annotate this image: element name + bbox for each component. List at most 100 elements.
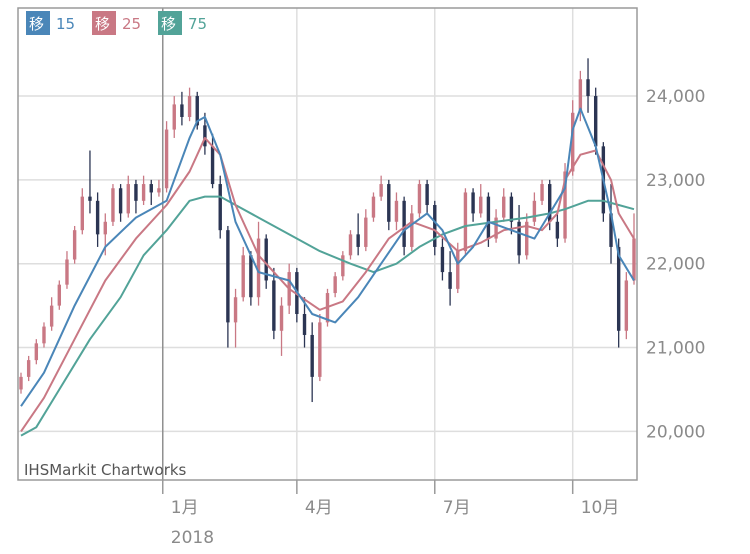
chart-watermark: IHSMarkit Chartworks (24, 461, 187, 479)
candle-body (149, 184, 153, 193)
candle-body (318, 322, 322, 377)
y-tick-label: 21,000 (646, 339, 705, 359)
candle-body (456, 251, 460, 289)
candle-body (371, 196, 376, 218)
candle-body (95, 200, 100, 235)
y-tick-label: 23,000 (646, 171, 705, 191)
candle-body (279, 305, 284, 331)
legend: 移 15 移 25 移 75 (26, 11, 207, 35)
y-axis-labels: 20,000 21,000 22,000 23,000 24,000 (646, 87, 705, 442)
moving-average-lines (20, 107, 635, 437)
candle-body (233, 297, 238, 323)
y-tick-label: 22,000 (646, 255, 705, 275)
x-year-label: 2018 (171, 528, 214, 548)
candle-body (402, 200, 406, 247)
candle-body (509, 196, 514, 222)
ma15-line (20, 107, 635, 407)
x-tick-label: 7月 (443, 498, 471, 518)
candle-body (593, 96, 598, 147)
candle-body (203, 125, 207, 147)
candle-body (440, 246, 445, 273)
candle-body (433, 205, 437, 247)
candle-body (425, 184, 429, 206)
candle-body (479, 196, 483, 214)
candle-body (571, 112, 575, 172)
candle-body (218, 184, 222, 231)
candle-body (210, 146, 215, 185)
candle-body (578, 79, 583, 113)
candlestick-series (19, 58, 636, 403)
grid-lines (18, 8, 637, 494)
candle-body (379, 184, 383, 197)
candle-body (387, 184, 391, 222)
candle-body (502, 196, 506, 218)
candle-body (616, 246, 621, 331)
candle-body (624, 280, 629, 331)
y-tick-label: 20,000 (646, 422, 705, 442)
legend-swatch (158, 11, 182, 35)
candle-body (486, 196, 491, 239)
candle-body (126, 184, 130, 214)
candle-body (310, 334, 314, 377)
x-axis-labels: 1月 2018 4月 7月 10月 (171, 498, 620, 548)
x-tick-label: 1月 (171, 498, 199, 518)
candle-body (272, 280, 276, 331)
candle-body (341, 255, 345, 277)
candle-body (249, 255, 253, 298)
candle-body (264, 238, 268, 281)
candle-body (164, 129, 169, 189)
candle-body (80, 196, 84, 231)
candle-body (555, 221, 560, 239)
candle-body (356, 234, 360, 247)
legend-value: 15 (56, 15, 75, 33)
legend-value: 75 (188, 15, 207, 33)
legend-tag: 移 (95, 15, 110, 33)
candle-body (348, 234, 353, 256)
candle-body (548, 184, 552, 222)
candle-body (180, 104, 184, 117)
candle-body (72, 230, 77, 260)
candle-body (394, 200, 399, 222)
candle-body (187, 96, 192, 117)
candle-body (463, 192, 468, 252)
legend-swatch (92, 11, 116, 35)
plot-border (17, 7, 638, 481)
candle-body (517, 221, 521, 256)
candle-body (42, 326, 46, 344)
candle-body (364, 217, 368, 247)
candle-body (609, 213, 613, 247)
candle-body (157, 188, 161, 193)
legend-tag: 移 (29, 15, 44, 33)
candle-body (118, 188, 123, 214)
candle-body (410, 213, 414, 247)
candle-body (111, 188, 115, 222)
candle-body (26, 360, 31, 377)
candle-body (65, 259, 69, 285)
candle-body (241, 255, 245, 298)
candle-body (49, 305, 54, 327)
candle-body (141, 184, 146, 201)
plot-frame (17, 7, 638, 481)
legend-swatch (26, 11, 50, 35)
candle-body (57, 284, 62, 306)
candle-body (563, 171, 567, 239)
candle-body (172, 104, 176, 130)
candle-body (632, 238, 636, 281)
candle-body (256, 238, 261, 298)
candle-body (134, 184, 138, 201)
legend-value: 25 (122, 15, 141, 33)
y-tick-label: 24,000 (646, 87, 705, 107)
candle-body (448, 272, 452, 289)
candle-body (333, 276, 337, 294)
x-tick-label: 10月 (581, 498, 620, 518)
candle-body (103, 221, 107, 235)
candle-body (195, 96, 199, 126)
candle-body (540, 184, 544, 201)
candle-body (494, 217, 498, 239)
candle-body (34, 343, 39, 361)
candle-body (88, 196, 92, 201)
candle-body (525, 221, 529, 256)
candle-body (586, 79, 590, 97)
candle-body (471, 192, 475, 214)
x-tick-label: 4月 (305, 498, 333, 518)
